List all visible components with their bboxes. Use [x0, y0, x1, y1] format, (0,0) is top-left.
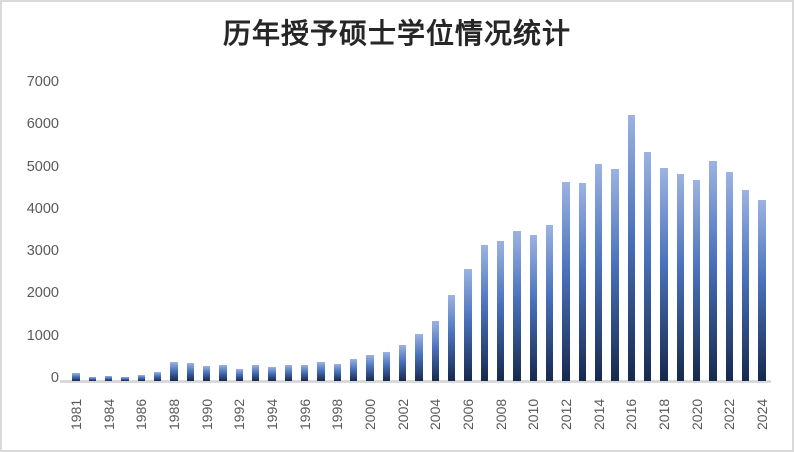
- bar-1988: [170, 361, 178, 381]
- y-axis-tick-label: 3000: [26, 243, 59, 260]
- bar-2016: [627, 115, 636, 381]
- x-axis-tick-label: 2022: [721, 398, 738, 430]
- x-axis-tick-label: 2014: [590, 398, 607, 430]
- bar-2001: [382, 351, 391, 381]
- bar-2023: [741, 190, 750, 381]
- bar-2018: [660, 167, 668, 381]
- bar-2002: [398, 345, 407, 381]
- bar-1999: [349, 359, 358, 381]
- bar-1997: [317, 362, 325, 381]
- y-axis-tick-label: 6000: [26, 116, 59, 133]
- bar-1986: [137, 375, 146, 381]
- bar-2009: [513, 231, 521, 381]
- x-axis-tick-label: 1986: [133, 398, 150, 430]
- y-axis-tick-label: 0: [50, 370, 59, 386]
- x-axis-tick-label: 2002: [394, 398, 411, 430]
- x-axis-tick-label: 2008: [492, 398, 509, 430]
- bar-1981: [72, 373, 80, 381]
- y-axis-tick-label: 7000: [26, 74, 59, 90]
- x-axis-tick-label: 1998: [329, 398, 346, 430]
- bar-2004: [431, 321, 440, 381]
- x-axis-tick-label: 1994: [263, 398, 280, 430]
- bar-2021: [709, 161, 717, 381]
- x-axis-tick-label: 2018: [655, 398, 672, 430]
- x-axis-tick-label: 1981: [68, 398, 84, 430]
- bar-2024: [758, 200, 766, 381]
- x-axis-line: [60, 380, 771, 383]
- bar-1982: [88, 377, 97, 381]
- bar-2007: [480, 245, 489, 381]
- y-axis-tick-label: 2000: [26, 285, 59, 302]
- bar-1993: [251, 365, 260, 381]
- bar-1998: [333, 363, 342, 381]
- x-axis-tick-label: 1992: [231, 398, 248, 430]
- bar-1991: [219, 365, 227, 381]
- y-axis-tick-label: 5000: [26, 158, 59, 175]
- bar-1994: [268, 367, 276, 381]
- bar-2017: [643, 152, 652, 381]
- bar-2006: [464, 268, 472, 381]
- bar-2008: [496, 240, 505, 381]
- bar-2014: [594, 164, 603, 381]
- y-axis-tick-label: 4000: [26, 200, 59, 217]
- x-axis-tick-label: 1988: [165, 398, 182, 430]
- bar-2015: [611, 169, 619, 381]
- bar-2005: [447, 294, 456, 381]
- bar-1985: [121, 376, 129, 381]
- x-axis-tick-label: 2006: [459, 398, 476, 430]
- bar-2003: [415, 334, 423, 381]
- chart-title: 历年授予硕士学位情况统计: [222, 17, 571, 50]
- x-axis-tick-label: 2004: [427, 398, 444, 430]
- bar-1989: [186, 363, 195, 381]
- bar-1996: [300, 364, 309, 381]
- x-axis-tick-label: 2010: [525, 398, 542, 430]
- x-axis-tick-label: 1996: [296, 398, 313, 430]
- bar-1992: [235, 368, 244, 381]
- x-axis-tick-label: 2012: [557, 398, 574, 430]
- bar-1987: [153, 372, 162, 381]
- bar-2013: [578, 183, 587, 381]
- x-axis-tick-label: 1990: [198, 398, 215, 430]
- bar-2011: [545, 224, 554, 381]
- bar-2012: [562, 182, 570, 381]
- x-axis-tick-label: 2024: [753, 398, 770, 430]
- x-axis-tick-label: 2000: [361, 398, 378, 430]
- bar-2022: [725, 171, 734, 381]
- x-axis-tick-label: 2016: [623, 398, 640, 430]
- bar-2020: [692, 179, 701, 381]
- bar-1984: [104, 376, 113, 381]
- bar-1990: [202, 365, 211, 381]
- y-axis-tick-label: 1000: [26, 327, 59, 344]
- bar-2000: [366, 355, 374, 381]
- x-axis-tick-label: 1984: [100, 398, 117, 430]
- bar-2010: [529, 234, 538, 381]
- x-axis-tick-label: 2020: [688, 398, 705, 430]
- bar-2019: [676, 174, 685, 381]
- bar-1995: [284, 365, 293, 381]
